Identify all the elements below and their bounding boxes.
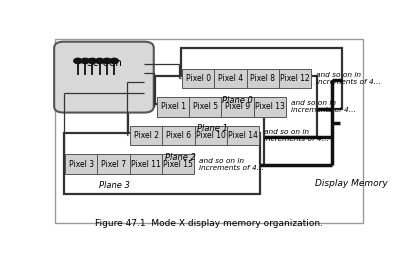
Bar xyxy=(162,126,195,145)
Text: Pixel 0: Pixel 0 xyxy=(186,74,211,83)
Text: and so on in
increments of 4...: and so on in increments of 4... xyxy=(316,72,381,85)
Bar xyxy=(254,97,286,117)
Text: Pixel 14: Pixel 14 xyxy=(228,131,258,140)
Text: Screen: Screen xyxy=(86,58,122,68)
Circle shape xyxy=(95,58,104,64)
Bar xyxy=(65,154,98,174)
Text: Pixel 1: Pixel 1 xyxy=(161,103,186,112)
Text: and so on in
increments of 4...: and so on in increments of 4... xyxy=(264,129,329,142)
Text: Pixel 2: Pixel 2 xyxy=(134,131,159,140)
Text: Pixel 13: Pixel 13 xyxy=(255,103,285,112)
Text: Plane 0: Plane 0 xyxy=(222,96,253,105)
Text: Plane 3: Plane 3 xyxy=(99,181,130,190)
Bar xyxy=(215,69,247,88)
Bar xyxy=(279,69,311,88)
Bar xyxy=(181,48,342,109)
Text: and so on in
increments of 4...: and so on in increments of 4... xyxy=(199,158,264,171)
Bar xyxy=(155,76,317,137)
Circle shape xyxy=(103,58,111,64)
Bar xyxy=(189,97,222,117)
Bar xyxy=(64,133,259,194)
Bar xyxy=(222,97,254,117)
Bar xyxy=(162,154,194,174)
Circle shape xyxy=(110,58,118,64)
Text: Pixel 9: Pixel 9 xyxy=(225,103,250,112)
Circle shape xyxy=(81,58,89,64)
Circle shape xyxy=(74,58,82,64)
Bar xyxy=(227,126,259,145)
Text: Pixel 8: Pixel 8 xyxy=(251,74,275,83)
Bar xyxy=(129,104,264,165)
Text: Plane 1: Plane 1 xyxy=(197,124,228,133)
Text: Pixel 15: Pixel 15 xyxy=(163,160,193,169)
Text: Display Memory: Display Memory xyxy=(315,179,388,188)
Text: Pixel 3: Pixel 3 xyxy=(69,160,94,169)
Bar xyxy=(195,126,227,145)
Text: Figure 47.1  Mode X display memory organization.: Figure 47.1 Mode X display memory organi… xyxy=(95,219,323,228)
Text: Pixel 10: Pixel 10 xyxy=(196,131,226,140)
Text: Plane 2: Plane 2 xyxy=(165,153,196,162)
Circle shape xyxy=(88,58,97,64)
Text: Pixel 12: Pixel 12 xyxy=(280,74,310,83)
Text: Pixel 11: Pixel 11 xyxy=(131,160,161,169)
Bar xyxy=(130,154,162,174)
Text: Pixel 7: Pixel 7 xyxy=(101,160,126,169)
Bar xyxy=(130,126,162,145)
FancyBboxPatch shape xyxy=(54,42,154,113)
Text: Pixel 4: Pixel 4 xyxy=(218,74,243,83)
Bar xyxy=(98,154,130,174)
Text: Pixel 6: Pixel 6 xyxy=(166,131,191,140)
Text: Pixel 5: Pixel 5 xyxy=(193,103,218,112)
Text: and so on in
increments of 4...: and so on in increments of 4... xyxy=(290,100,355,114)
Bar xyxy=(157,97,189,117)
Bar xyxy=(182,69,215,88)
Bar xyxy=(247,69,279,88)
